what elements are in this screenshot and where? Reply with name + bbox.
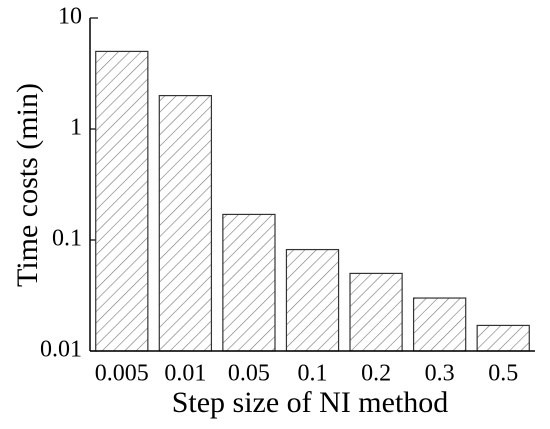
x-tick-label: 0.01 xyxy=(164,361,206,387)
x-tick-label: 0.05 xyxy=(228,361,270,387)
y-tick-label: 0.1 xyxy=(52,226,82,252)
x-axis-label: Step size of NI method xyxy=(172,386,449,419)
bar xyxy=(222,213,276,352)
bar xyxy=(285,248,340,352)
bar xyxy=(476,324,530,352)
bar xyxy=(349,272,403,352)
x-tick-label: 0.005 xyxy=(95,361,149,387)
bar xyxy=(412,297,467,352)
bar xyxy=(95,50,149,352)
x-tick-label: 0.1 xyxy=(298,361,328,387)
x-tick-label: 0.2 xyxy=(361,361,391,387)
bar xyxy=(158,94,213,352)
y-tick-label: 0.01 xyxy=(40,337,82,363)
x-tick-label: 0.3 xyxy=(425,361,455,387)
y-tick-label: 1 xyxy=(70,115,82,141)
y-tick-label: 10 xyxy=(58,4,82,30)
x-tick-label: 0.5 xyxy=(488,361,518,387)
y-axis-label: Time costs (min) xyxy=(11,83,44,287)
